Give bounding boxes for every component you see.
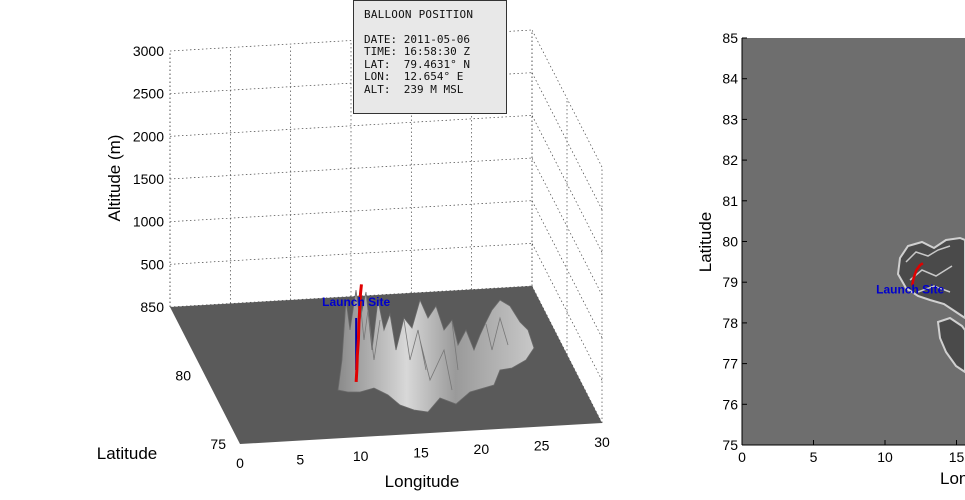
alt-tick-label: 3000 <box>133 43 164 59</box>
alt-tick-label: 0 <box>156 299 164 315</box>
lon-tick-label: 15 <box>413 445 429 461</box>
longitude-ticks-3d: 0 5 10 15 20 25 30 <box>236 434 610 471</box>
map-lat-tick-label: 79 <box>722 274 738 290</box>
y-axis-label-3d: Latitude <box>97 444 158 463</box>
alt-tick-label: 2500 <box>133 86 164 102</box>
map-lon-tick-label: 15 <box>949 449 965 465</box>
latitude-row: LAT: 79.4631° N <box>364 57 470 71</box>
altitude-row: ALT: 239 M MSL <box>364 82 464 96</box>
side-wall-hgrid <box>531 157 603 296</box>
panel-title: BALLOON POSITION <box>364 8 474 21</box>
back-wall-hgrid <box>169 72 533 95</box>
lat-tick-label: 85 <box>140 299 156 315</box>
map-lat-tick-label: 75 <box>722 437 738 453</box>
lat-tick-label: 80 <box>175 368 191 384</box>
x-axis-label-3d: Longitude <box>385 472 460 491</box>
map-longitude-ticks: 0 5 10 15 <box>738 440 964 465</box>
southern-coast <box>936 316 965 374</box>
terrain-3d-plot: Launch Site 0 5 10 15 20 25 30 75 80 85 0 500 1000… <box>97 29 610 491</box>
side-wall-hgrid <box>531 200 603 338</box>
lon-tick-label: 10 <box>353 448 369 464</box>
map-lat-tick-label: 84 <box>722 71 738 87</box>
terrain-relief <box>337 289 535 413</box>
latitude-ticks-3d: 75 80 85 <box>140 299 226 452</box>
mountain-range <box>337 289 535 413</box>
map-lat-tick-label: 81 <box>722 193 738 209</box>
time-row: TIME: 16:58:30 Z <box>364 45 470 59</box>
map-lon-tick-label: 5 <box>810 449 818 465</box>
map-x-axis-label: Longitude <box>940 469 965 488</box>
map-lat-tick-label: 82 <box>722 152 738 168</box>
side-wall-hgrid <box>531 72 603 210</box>
map-lat-tick-label: 80 <box>722 234 738 250</box>
back-wall-hgrid <box>169 242 533 265</box>
lon-tick-label: 30 <box>594 434 610 450</box>
map-lat-tick-label: 85 <box>722 30 738 46</box>
map-latitude-ticks: 75 76 77 78 79 80 81 82 83 84 85 <box>722 30 747 453</box>
map-plot: Launch Site 75 76 77 78 79 80 81 82 83 84 85 0 5 10 1… <box>696 30 965 488</box>
map-y-axis-label: Latitude <box>696 212 715 273</box>
map-lon-tick-label: 0 <box>738 449 746 465</box>
back-wall-hgrid <box>169 157 533 180</box>
launch-site-label-3d: Launch Site <box>322 295 390 309</box>
ridge-lines <box>359 299 509 391</box>
map-lat-tick-label: 83 <box>722 111 738 127</box>
map-lat-tick-label: 78 <box>722 315 738 331</box>
lon-tick-label: 0 <box>236 455 244 471</box>
back-wall-hgrid <box>169 200 533 223</box>
flight-path-map <box>910 262 924 286</box>
map-lat-tick-label: 77 <box>722 356 738 372</box>
z-axis-label-3d: Altitude (m) <box>105 135 124 222</box>
launch-site-label-map: Launch Site <box>876 282 944 296</box>
date-row: DATE: 2011-05-06 <box>364 32 470 46</box>
side-wall-hgrid <box>531 243 603 381</box>
side-wall-hgrid <box>531 115 603 253</box>
back-wall-hgrid <box>169 114 533 137</box>
lon-tick-label: 25 <box>534 438 550 454</box>
flight-path-3d <box>354 284 363 383</box>
lon-tick-label: 20 <box>474 441 490 457</box>
island-outline <box>896 236 965 320</box>
back-wall-hgrid <box>169 29 533 52</box>
lat-tick-label: 75 <box>210 436 226 452</box>
side-wall-hgrid <box>531 29 603 168</box>
longitude-row: LON: 12.654° E <box>364 70 464 84</box>
map-background <box>742 38 965 445</box>
lon-tick-label: 5 <box>296 452 304 468</box>
altitude-ticks-3d: 0 500 1000 1500 2000 2500 3000 <box>133 43 164 315</box>
alt-tick-label: 2000 <box>133 128 164 144</box>
alt-tick-label: 500 <box>141 256 165 272</box>
balloon-position-panel: BALLOON POSITION DATE: 2011-05-06 TIME: … <box>353 0 507 114</box>
coastline-group <box>896 236 965 374</box>
map-lat-tick-label: 76 <box>722 396 738 412</box>
alt-tick-label: 1500 <box>133 171 164 187</box>
map-lon-tick-label: 10 <box>877 449 893 465</box>
alt-tick-label: 1000 <box>133 214 164 230</box>
